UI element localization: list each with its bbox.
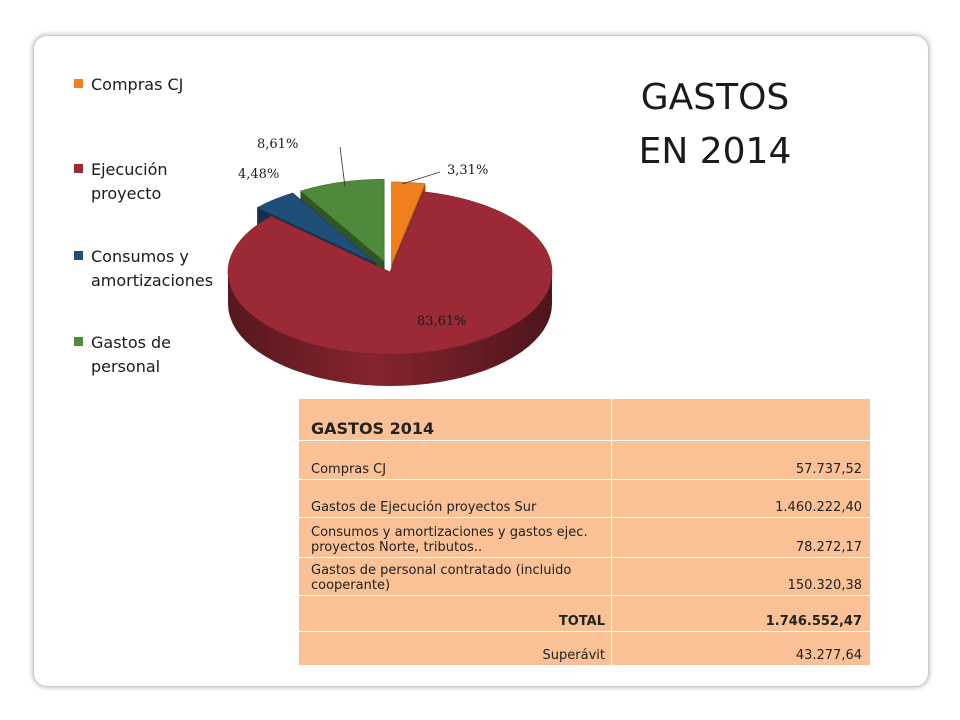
legend-item-ejecucion: Ejecución proyecto [74,158,241,206]
table-header-empty [611,399,870,441]
table-row: Consumos y amortizaciones y gastos ejec.… [299,517,870,558]
row-value: 78.272,17 [611,517,870,558]
pie-data-label: 4,48% [238,167,279,182]
surplus-value: 43.277,64 [611,631,870,666]
pie-tops [227,178,553,355]
legend-item-compras: Compras CJ [74,73,241,97]
table-total-row: TOTAL 1.746.552,47 [299,595,870,632]
legend-item-consumos: Consumos y amortizaciones [74,245,241,293]
pie-label-leader [339,146,346,188]
total-label: TOTAL [299,595,612,632]
surplus-label: Superávit [299,631,612,666]
pie-data-labels: 3,31% 83,61% 4,48% 8,61% [238,137,488,329]
pie-slice-1 [227,191,553,355]
chart-title-line1: GASTOS [640,77,790,118]
legend-label: Ejecución proyecto [91,160,168,203]
chart-title-line2: EN 2014 [638,131,792,172]
row-label: Gastos de personal contratado (incluido … [299,557,612,596]
pie-slice-2 [256,192,377,264]
table-row: Gastos de Ejecución proyectos Sur 1.460.… [299,479,870,518]
expenses-table: GASTOS 2014 Compras CJ 57.737,52 Gastos … [299,399,870,666]
legend-label: Gastos de personal [91,333,172,376]
table-row: Compras CJ 57.737,52 [299,440,870,480]
row-label: Consumos y amortizaciones y gastos ejec.… [299,517,612,558]
table-header-row: GASTOS 2014 [299,399,870,441]
legend-swatch [74,79,83,88]
row-value: 1.460.222,40 [611,479,870,518]
table-row: Gastos de personal contratado (incluido … [299,557,870,596]
pie-slice-3 [300,178,385,262]
pie-data-label: 83,61% [417,314,467,329]
total-value: 1.746.552,47 [611,595,870,632]
pie-label-leader [401,171,441,185]
row-value: 57.737,52 [611,440,870,480]
pie-data-label: 8,61% [257,137,298,152]
legend-item-gastos-personal: Gastos de personal [74,331,241,379]
row-value: 150.320,38 [611,557,870,596]
row-label: Compras CJ [299,440,612,480]
table-surplus-row: Superávit 43.277,64 [299,631,870,666]
table-header: GASTOS 2014 [299,399,612,441]
pie-data-label: 3,31% [447,163,488,178]
pie-slice-outer-wall [228,272,552,386]
legend-swatch [74,164,83,173]
legend-label: Compras CJ [91,75,184,94]
legend-label: Consumos y amortizaciones [91,247,214,290]
legend-swatch [74,251,83,260]
legend-swatch [74,337,83,346]
pie-slice-0 [391,181,426,265]
row-label: Gastos de Ejecución proyectos Sur [299,479,612,518]
